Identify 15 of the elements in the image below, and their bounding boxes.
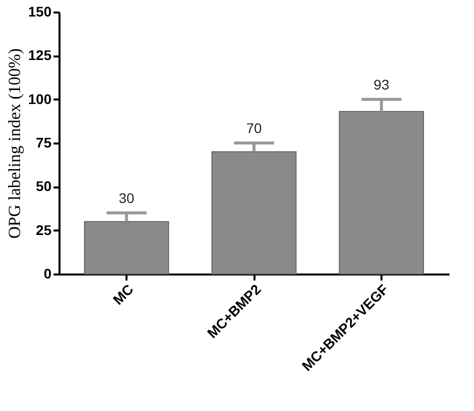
y-tick-label: 50	[36, 178, 52, 194]
y-tick-label: 25	[36, 222, 52, 238]
y-tick-label: 100	[28, 90, 52, 107]
y-tick-label: 75	[36, 134, 52, 150]
data-label: 30	[118, 190, 135, 206]
y-axis-title: OPG labeling index (100%)	[5, 48, 24, 239]
data-label: 93	[374, 76, 390, 92]
bar	[84, 221, 170, 274]
y-tick-label: 150	[28, 4, 52, 20]
bar	[211, 151, 297, 274]
bar	[338, 111, 424, 274]
y-tick-label: 0	[44, 266, 52, 282]
x-tick-label: MC	[110, 281, 136, 308]
y-tick-label: 125	[28, 47, 52, 64]
data-label: 70	[246, 120, 262, 136]
